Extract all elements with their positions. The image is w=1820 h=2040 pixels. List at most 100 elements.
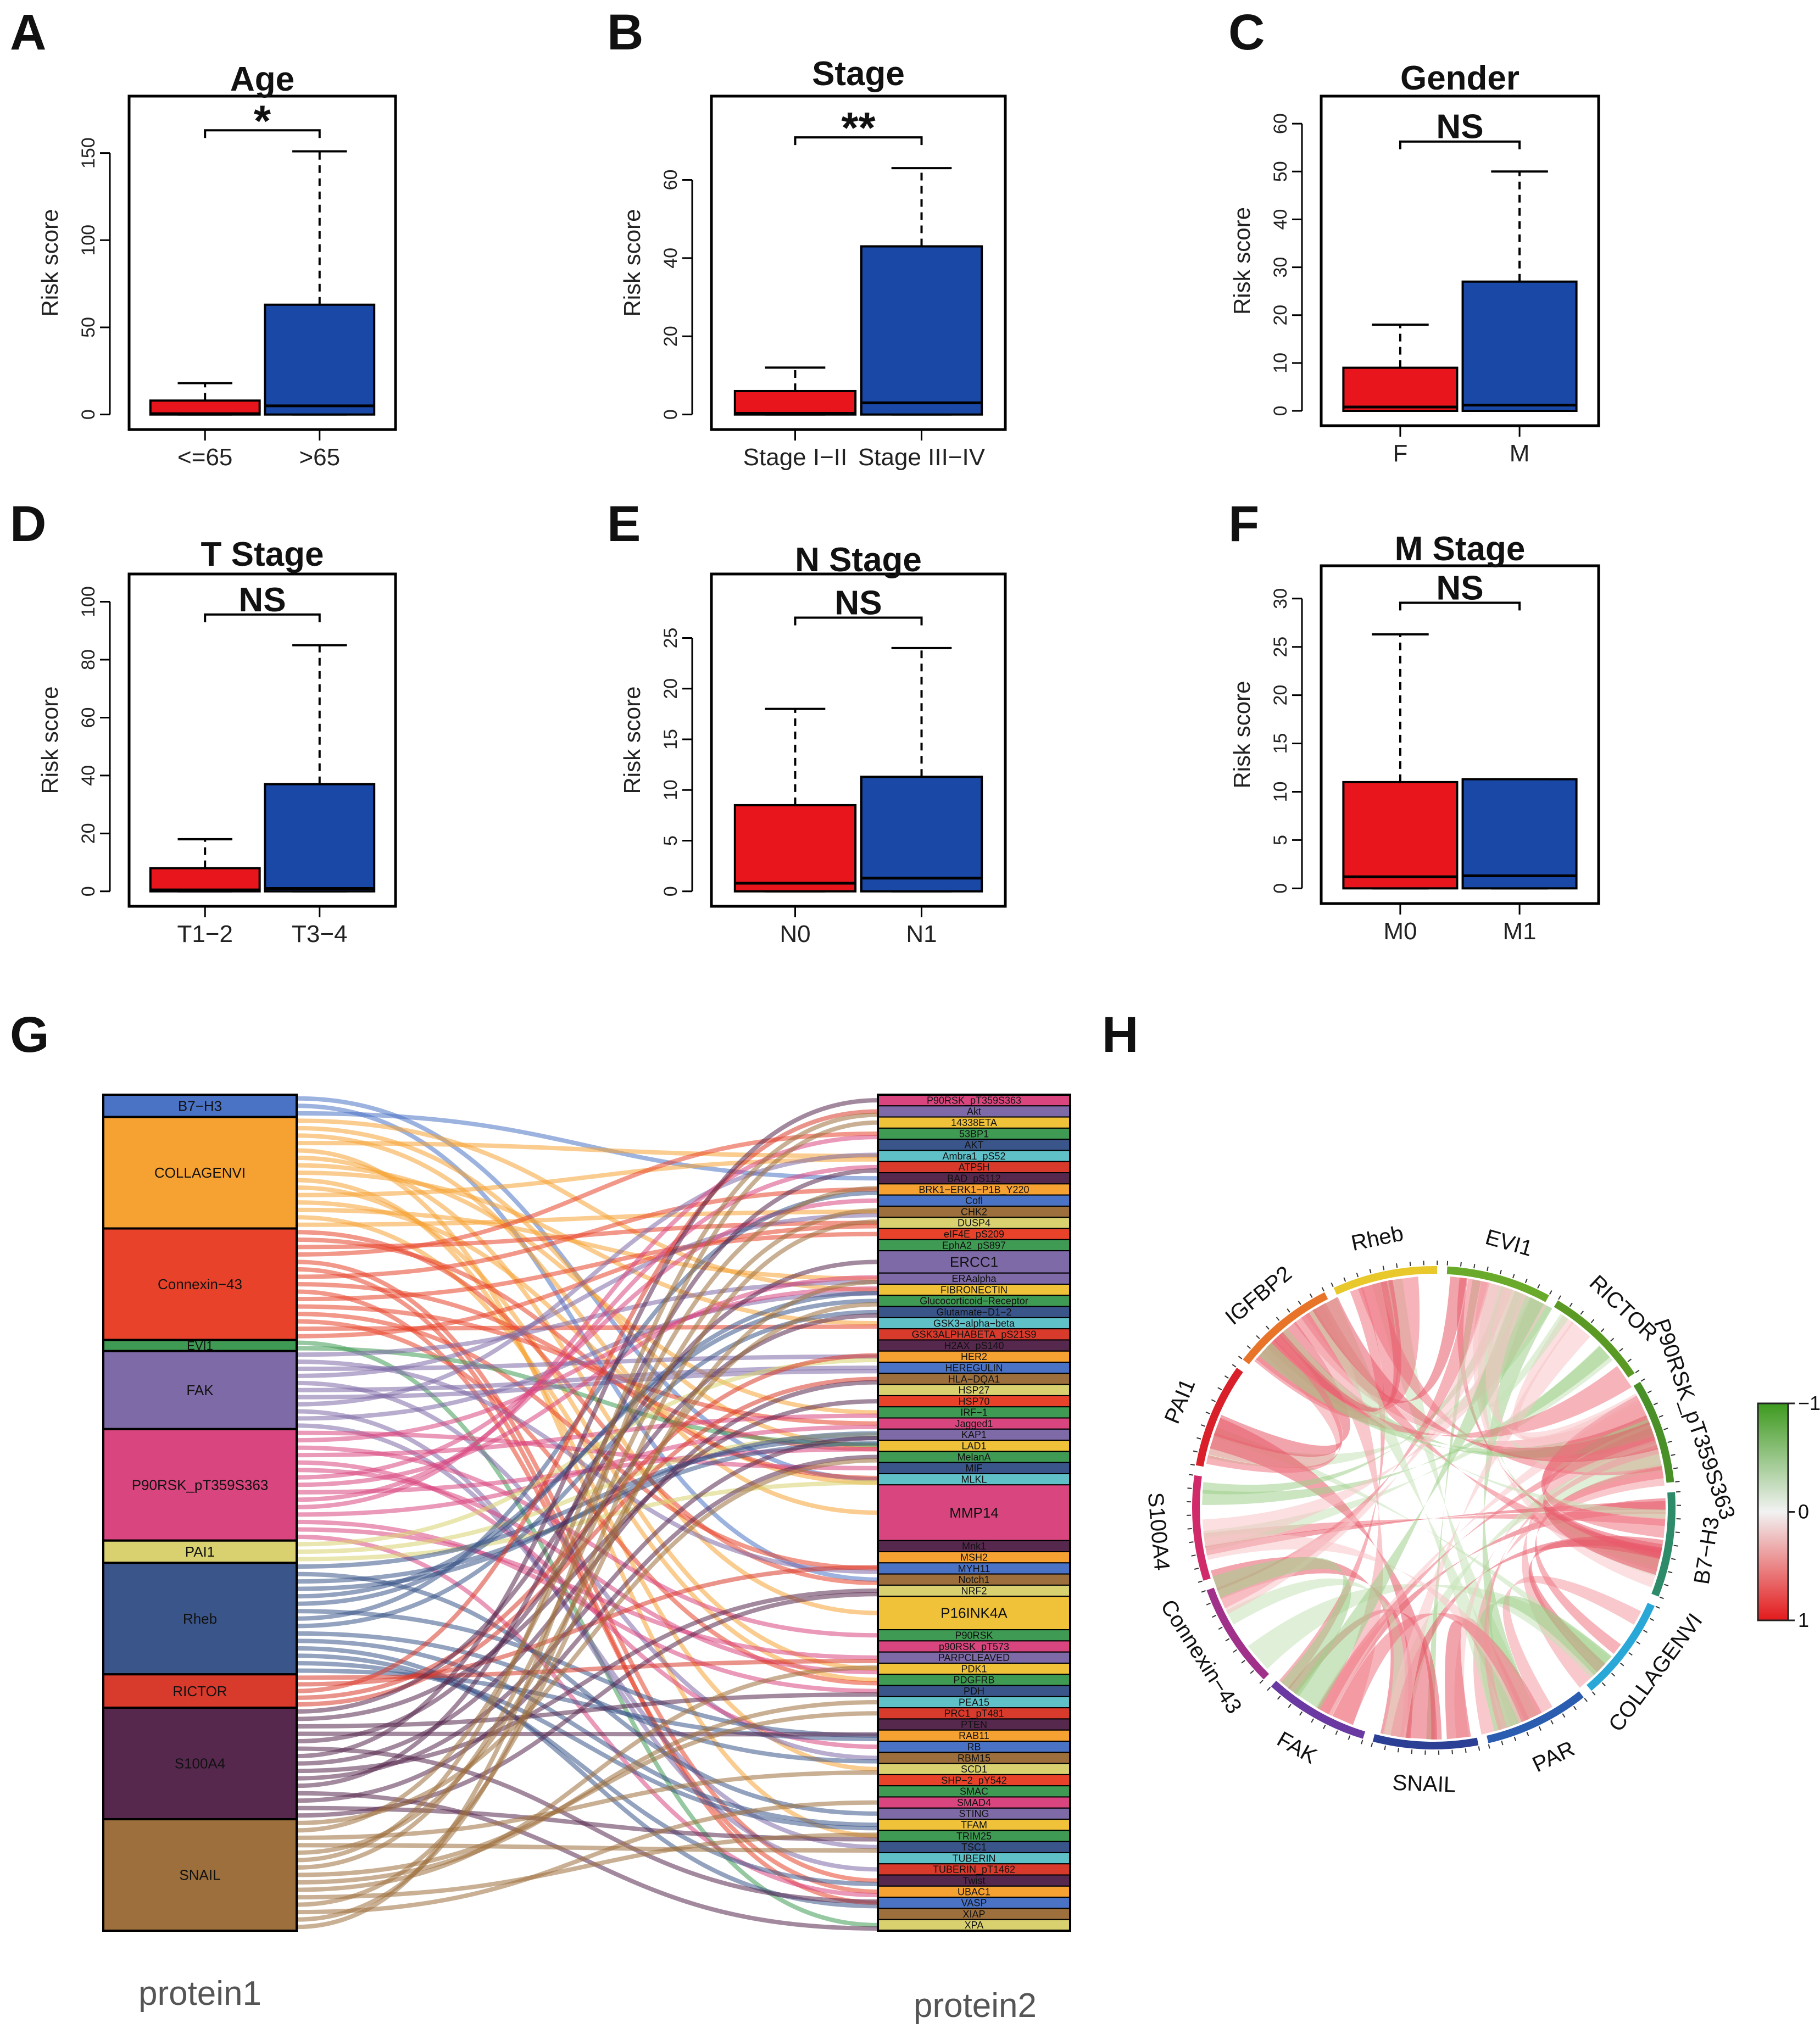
sector-tick: [1663, 1428, 1668, 1430]
right-node-label: PDGFRB: [953, 1675, 994, 1686]
x-tick-label: T1−2: [177, 921, 233, 947]
sector-tick: [1335, 1730, 1338, 1735]
sector-tick: [1590, 1319, 1595, 1323]
y-tick-label: 0: [1270, 883, 1291, 894]
y-tick-label: 10: [1270, 353, 1291, 374]
sector-tick: [1569, 1302, 1573, 1307]
chord-sector: [1487, 1691, 1584, 1743]
x-tick-label: T3−4: [292, 921, 348, 947]
box-group: Stage III−IV: [858, 167, 986, 471]
chord-panel-H: EVI1RICTORP90RSK_pT359S363B7−H3COLLAGENV…: [1143, 1221, 1820, 1797]
left-node-label: B7−H3: [178, 1097, 222, 1114]
sector-tick: [1512, 1274, 1515, 1279]
right-node-label: IRF−1: [960, 1407, 988, 1418]
sector-tick: [1658, 1415, 1663, 1418]
y-tick-label: 5: [660, 835, 681, 846]
plot-frame: [1320, 564, 1600, 905]
sector-tick: [1356, 1273, 1359, 1278]
sector-tick: [1259, 1680, 1264, 1684]
significance-label: **: [841, 103, 876, 152]
sector-tick: [1343, 1277, 1346, 1282]
sankey-link: [296, 1120, 878, 1930]
sector-tick: [1619, 1348, 1623, 1352]
sector-tick: [1287, 1308, 1290, 1313]
colorbar-label: −1: [1798, 1392, 1820, 1414]
left-node-label: P90RSK_pT359S363: [132, 1476, 269, 1493]
right-axis-frame: [877, 1094, 1071, 1932]
right-node-label: MIF: [966, 1463, 983, 1474]
chord: [1382, 1322, 1590, 1738]
chart-title: Gender: [1400, 59, 1520, 97]
right-node-label: HEREGULIN: [945, 1362, 1003, 1373]
sankey-link: [296, 1358, 878, 1547]
boxplot-panel-C: Gender 0 10 20 30 40 50 60 Risk score F M NS: [1229, 59, 1600, 467]
left-node: [102, 1539, 298, 1564]
right-node-label: Jagged1: [955, 1418, 993, 1429]
box-group: T3−4: [264, 644, 376, 947]
sector-tick: [1218, 1626, 1223, 1630]
sector-label: Rheb: [1349, 1221, 1406, 1256]
box-group: N1: [860, 646, 983, 947]
y-tick-label: 15: [1270, 733, 1291, 754]
right-node-label: ERCC1: [950, 1254, 998, 1270]
sector-tick: [1636, 1641, 1640, 1645]
chord-sector: [1554, 1300, 1635, 1378]
sector-tick: [1627, 1358, 1632, 1362]
sector-tick: [1580, 1311, 1584, 1315]
panel-letter: F: [1228, 496, 1259, 552]
box-group: M0: [1342, 633, 1459, 945]
right-node-label: XPA: [965, 1920, 984, 1931]
sankey-link: [296, 1843, 878, 1853]
right-node-label: SMAC: [960, 1786, 988, 1797]
chord: [1534, 1466, 1664, 1654]
sector-label: FAK: [1273, 1727, 1321, 1769]
sankey-link: [296, 1770, 878, 1840]
chord-sector: [1271, 1680, 1366, 1739]
x-tick-label: M0: [1383, 918, 1417, 945]
plot-frame: [127, 94, 397, 431]
sector-tick: [1671, 1454, 1676, 1456]
sector-tick: [1369, 1269, 1372, 1274]
chart-title: T Stage: [201, 536, 324, 573]
left-node-label: Connexin−43: [158, 1276, 242, 1292]
sector-tick: [1382, 1266, 1385, 1270]
sankey-link: [296, 1291, 878, 1421]
box: [1461, 778, 1578, 890]
sector-tick: [1537, 1284, 1540, 1289]
sankey-link: [296, 1832, 878, 1900]
sector-tick: [1321, 1287, 1324, 1292]
y-tick-label: 20: [1270, 305, 1291, 326]
sector-tick: [1233, 1649, 1237, 1653]
sankey-link: [296, 1291, 878, 1606]
right-node-label: Mnk1: [962, 1541, 986, 1552]
chord: [1485, 1286, 1646, 1443]
sankey-link: [296, 1186, 878, 1833]
box: [733, 389, 857, 416]
sector-tick: [1241, 1660, 1245, 1664]
sankey-link: [296, 1309, 878, 1629]
left-node-label: PAI1: [185, 1543, 215, 1560]
right-node-label: HSP27: [958, 1385, 989, 1396]
y-axis-label: Risk score: [1229, 207, 1255, 315]
box: [733, 804, 857, 893]
y-axis-label: Risk score: [619, 686, 645, 794]
y-axis-label: Risk score: [37, 686, 63, 794]
right-node-label: eIF4E_pS209: [944, 1229, 1004, 1240]
right-node-label: PDK1: [961, 1663, 987, 1674]
right-node-label: p90RSK_pT573: [939, 1641, 1009, 1653]
sector-tick: [1211, 1399, 1216, 1402]
sector-tick: [1201, 1590, 1206, 1593]
y-tick-label: 15: [660, 729, 681, 750]
chord-sector: [1372, 1734, 1479, 1749]
box: [149, 867, 261, 893]
sankey-link: [296, 1571, 878, 1816]
panel-letter: D: [10, 496, 46, 552]
chord-sector: [1192, 1475, 1211, 1581]
chord-sector: [1206, 1587, 1270, 1680]
sector-tick: [1277, 1696, 1281, 1700]
left-node: [102, 1818, 298, 1932]
boxplot-panel-F: M Stage 0 5 10 15 20 25 30 Risk score M0 M1 NS: [1229, 530, 1600, 945]
box-group: T1−2: [149, 838, 261, 947]
sankey-link: [296, 1187, 878, 1279]
